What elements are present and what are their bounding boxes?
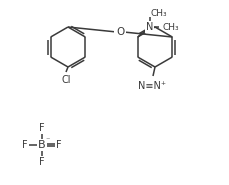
Text: N≡N⁺: N≡N⁺ xyxy=(137,81,165,91)
Text: F: F xyxy=(39,157,45,167)
Text: ⁻: ⁻ xyxy=(45,135,49,144)
Text: F: F xyxy=(22,140,28,150)
Text: Cl: Cl xyxy=(61,75,71,85)
Text: F: F xyxy=(56,140,62,150)
Text: F: F xyxy=(39,123,45,133)
Text: CH₃: CH₃ xyxy=(162,23,179,31)
Text: O: O xyxy=(116,27,124,37)
Text: N: N xyxy=(145,22,153,32)
Text: B: B xyxy=(38,140,46,150)
Text: CH₃: CH₃ xyxy=(150,9,166,18)
